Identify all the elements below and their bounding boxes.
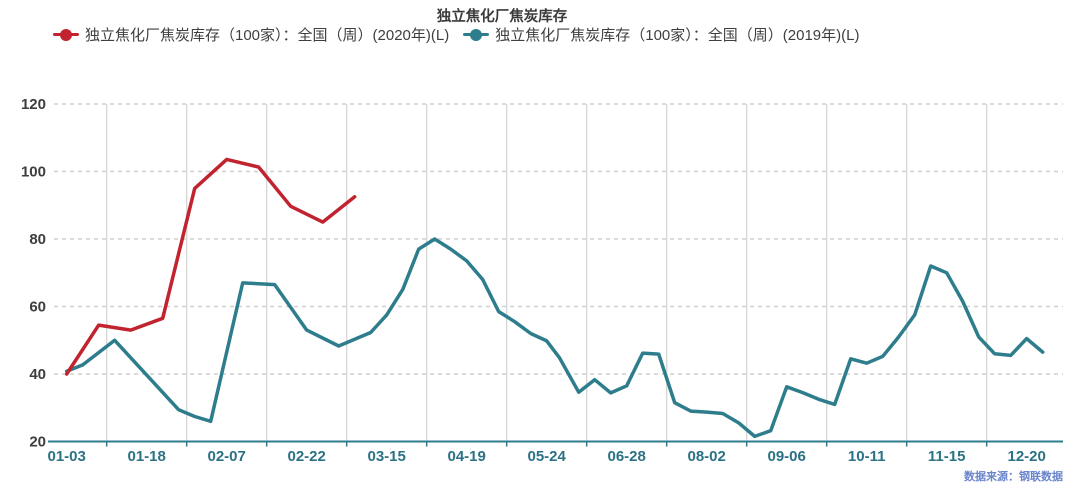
x-tick-label: 06-28: [608, 448, 646, 465]
legend-item-2019[interactable]: 独立焦化厂焦炭库存（100家）：全国（周）(2019年)(L): [463, 24, 859, 45]
x-tick-label: 02-22: [288, 448, 326, 465]
y-tick-label: 20: [29, 434, 46, 451]
legend-label-2019: 独立焦化厂焦炭库存（100家）：全国（周）(2019年)(L): [495, 27, 860, 44]
series-line-2019[interactable]: [64, 237, 1045, 439]
x-tick-label: 10-11: [848, 448, 886, 465]
x-tick-label: 03-15: [368, 448, 406, 465]
x-tick-label: 01-18: [128, 448, 166, 465]
x-tick-label: 02-07: [208, 448, 246, 465]
x-tick-label: 09-06: [768, 448, 806, 465]
legend-marker-2020-icon: [53, 28, 79, 42]
y-tick-label: 120: [21, 96, 46, 113]
x-tick-label: 01-03: [48, 448, 86, 465]
x-tick-label: 11-15: [928, 448, 966, 465]
y-tick-label: 100: [21, 164, 46, 181]
legend-label-2020: 独立焦化厂焦炭库存（100家）：全国（周）(2020年)(L): [85, 27, 450, 44]
x-tick-label: 08-02: [688, 448, 726, 465]
x-tick-label: 12-20: [1008, 448, 1046, 465]
legend-item-2020[interactable]: 独立焦化厂焦炭库存（100家）：全国（周）(2020年)(L): [53, 24, 449, 45]
y-tick-label: 40: [29, 366, 46, 383]
legend-marker-2019-icon: [463, 28, 490, 42]
legend: 独立焦化厂焦炭库存（100家）：全国（周）(2020年)(L) 独立焦化厂焦炭库…: [53, 24, 859, 45]
x-tick-label: 05-24: [528, 448, 567, 465]
data-source-note: 数据来源：钢联数据: [964, 471, 1063, 483]
series-line-2020[interactable]: [64, 157, 357, 376]
y-tick-label: 80: [29, 231, 46, 248]
y-tick-label: 60: [29, 299, 46, 316]
chart-title: 独立焦化厂焦炭库存: [436, 9, 568, 25]
x-tick-label: 04-19: [448, 448, 486, 465]
